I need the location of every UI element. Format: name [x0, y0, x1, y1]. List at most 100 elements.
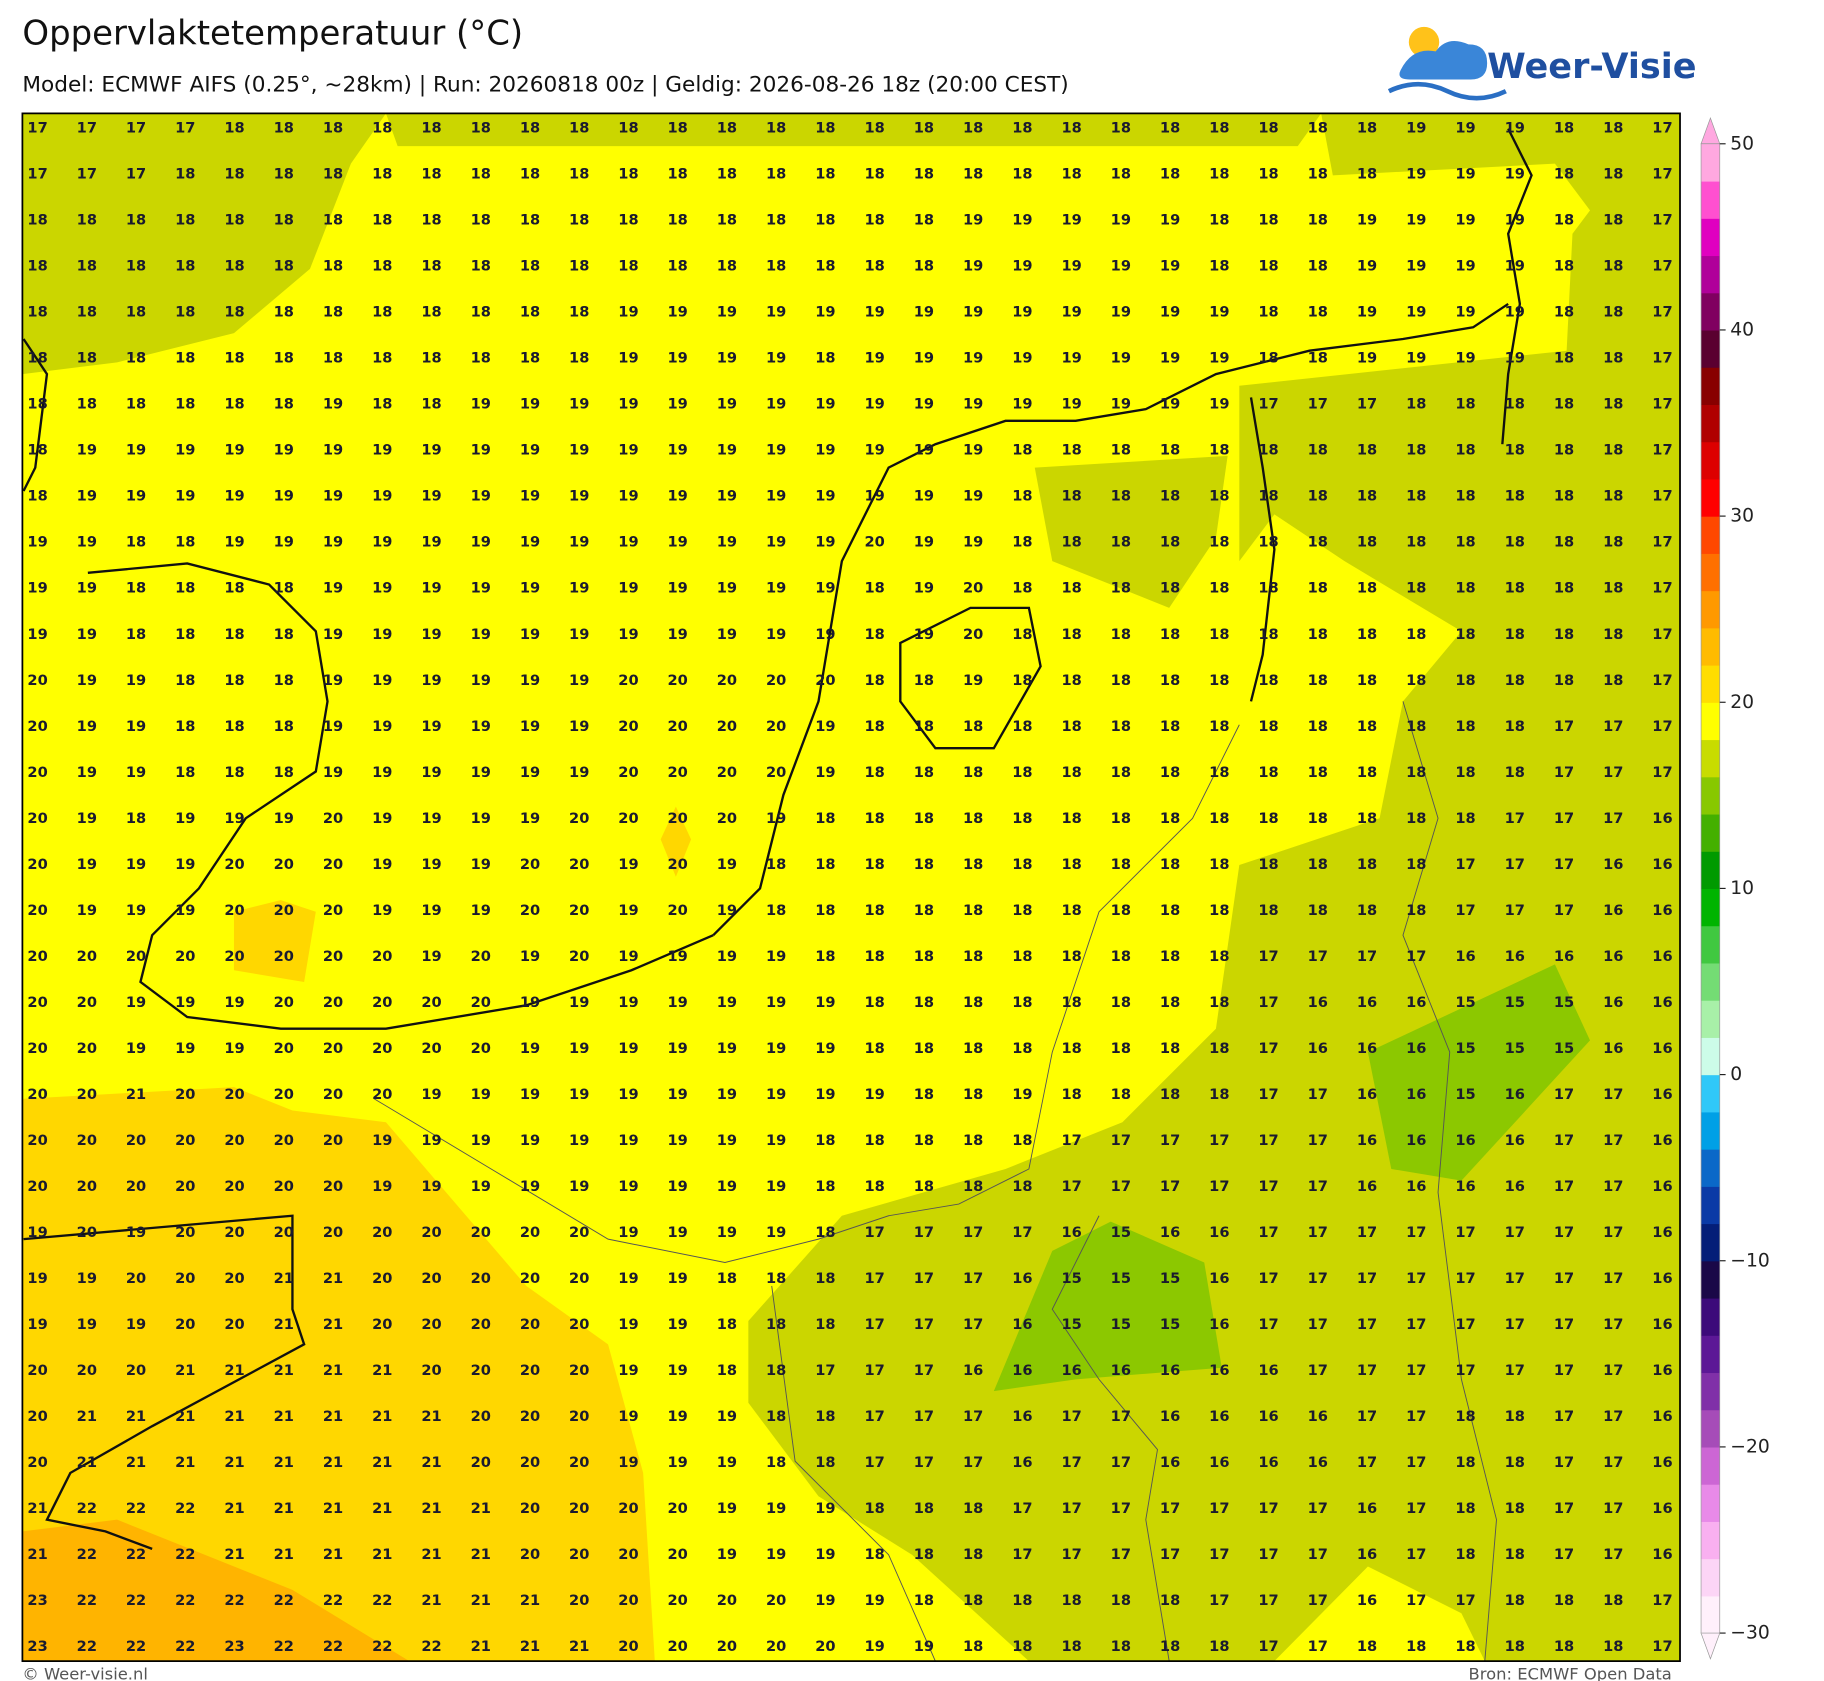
grid-value: 18 — [766, 1362, 786, 1379]
grid-value: 18 — [27, 396, 47, 413]
grid-value: 19 — [421, 856, 441, 873]
grid-value: 17 — [1603, 1500, 1623, 1517]
grid-value: 18 — [1357, 1638, 1377, 1655]
grid-value: 20 — [224, 1270, 244, 1287]
grid-value: 18 — [914, 1086, 934, 1103]
grid-value: 18 — [1209, 948, 1229, 965]
grid-value: 18 — [864, 1132, 884, 1149]
grid-value: 20 — [27, 1454, 47, 1471]
grid-value: 19 — [766, 304, 786, 321]
grid-value: 18 — [1505, 396, 1525, 413]
grid-value: 17 — [963, 1270, 983, 1287]
grid-value: 21 — [274, 1408, 294, 1425]
grid-value: 15 — [1061, 1316, 1081, 1333]
grid-value: 18 — [1357, 856, 1377, 873]
colorbar-tick-label: 10 — [1730, 878, 1754, 899]
grid-value: 20 — [668, 764, 688, 781]
grid-value: 19 — [520, 1086, 540, 1103]
colorbar-band — [1701, 441, 1720, 480]
grid-value: 19 — [1505, 304, 1525, 321]
grid-value: 18 — [1061, 488, 1081, 505]
grid-value: 18 — [1160, 166, 1180, 183]
grid-value: 16 — [1357, 1132, 1377, 1149]
grid-value: 19 — [421, 764, 441, 781]
grid-value: 17 — [1111, 1178, 1131, 1195]
grid-value: 19 — [914, 580, 934, 597]
grid-value: 18 — [1160, 1040, 1180, 1057]
grid-value: 19 — [569, 994, 589, 1011]
colorbar-tick-label: −20 — [1730, 1436, 1769, 1457]
grid-value: 16 — [1209, 1408, 1229, 1425]
grid-value: 19 — [1111, 258, 1131, 275]
grid-value: 17 — [1061, 1500, 1081, 1517]
grid-value: 16 — [1406, 1178, 1426, 1195]
grid-value: 17 — [1406, 1316, 1426, 1333]
grid-value: 18 — [1111, 1592, 1131, 1609]
grid-value: 16 — [1308, 1040, 1328, 1057]
grid-value: 18 — [1160, 718, 1180, 735]
grid-value: 19 — [77, 1270, 97, 1287]
grid-value: 16 — [1505, 948, 1525, 965]
grid-value: 18 — [1258, 258, 1278, 275]
grid-value: 22 — [77, 1592, 97, 1609]
grid-value: 21 — [175, 1408, 195, 1425]
grid-value: 16 — [1012, 1270, 1032, 1287]
grid-value: 18 — [914, 1132, 934, 1149]
grid-value: 22 — [274, 1592, 294, 1609]
grid-value: 18 — [274, 672, 294, 689]
grid-value: 19 — [914, 350, 934, 367]
grid-value: 18 — [1209, 626, 1229, 643]
grid-value: 19 — [717, 304, 737, 321]
grid-value: 18 — [323, 120, 343, 137]
grid-value: 18 — [618, 258, 638, 275]
grid-value: 17 — [1505, 1270, 1525, 1287]
grid-value: 17 — [1505, 1316, 1525, 1333]
grid-value: 20 — [668, 856, 688, 873]
colorbar-band — [1701, 218, 1720, 257]
grid-value: 19 — [766, 1086, 786, 1103]
grid-value: 19 — [175, 810, 195, 827]
grid-value: 21 — [274, 1316, 294, 1333]
grid-value: 19 — [766, 948, 786, 965]
grid-value: 17 — [864, 1362, 884, 1379]
grid-value: 21 — [224, 1454, 244, 1471]
grid-value: 16 — [1652, 1362, 1672, 1379]
grid-value: 18 — [372, 396, 392, 413]
grid-value: 18 — [1061, 994, 1081, 1011]
grid-value: 16 — [1652, 1132, 1672, 1149]
grid-value: 17 — [1160, 1546, 1180, 1563]
grid-value: 19 — [717, 1500, 737, 1517]
grid-value: 22 — [126, 1638, 146, 1655]
grid-value: 21 — [77, 1454, 97, 1471]
grid-value: 19 — [175, 1040, 195, 1057]
grid-value: 17 — [1258, 1132, 1278, 1149]
grid-value: 20 — [569, 1592, 589, 1609]
grid-value: 17 — [1111, 1454, 1131, 1471]
grid-value: 18 — [274, 718, 294, 735]
grid-value: 18 — [77, 350, 97, 367]
grid-value: 20 — [27, 1362, 47, 1379]
grid-value: 19 — [77, 1316, 97, 1333]
grid-value: 18 — [717, 120, 737, 137]
grid-value: 19 — [963, 396, 983, 413]
grid-value: 19 — [520, 810, 540, 827]
border — [1402, 701, 1497, 1662]
border — [771, 1285, 936, 1662]
grid-value: 19 — [421, 1132, 441, 1149]
grid-value: 19 — [618, 442, 638, 459]
grid-value: 19 — [1505, 350, 1525, 367]
grid-value: 19 — [1209, 304, 1229, 321]
grid-value: 16 — [1258, 1362, 1278, 1379]
grid-value: 18 — [766, 856, 786, 873]
grid-value: 17 — [1258, 1270, 1278, 1287]
grid-value: 18 — [126, 626, 146, 643]
grid-value: 19 — [1111, 396, 1131, 413]
grid-value: 20 — [372, 1224, 392, 1241]
grid-value: 18 — [1061, 810, 1081, 827]
grid-value: 17 — [1308, 1638, 1328, 1655]
grid-value: 20 — [77, 994, 97, 1011]
grid-value: 19 — [618, 1316, 638, 1333]
colorbar-tick-label: 40 — [1730, 319, 1754, 340]
grid-value: 19 — [471, 718, 491, 735]
grid-value: 20 — [323, 948, 343, 965]
